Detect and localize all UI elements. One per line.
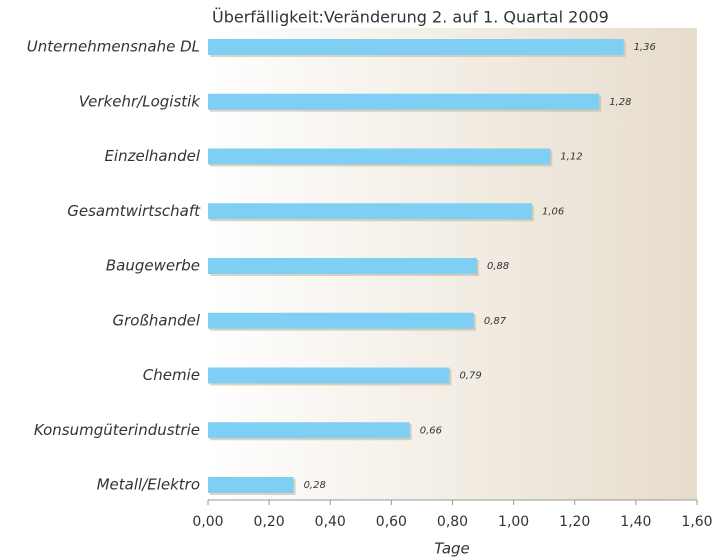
bar bbox=[208, 312, 474, 329]
x-tick-label: 0,20 bbox=[254, 514, 285, 530]
y-tick-label: Verkehr/Logistik bbox=[79, 92, 202, 110]
bar bbox=[208, 203, 532, 220]
y-tick-label: Großhandel bbox=[112, 311, 200, 329]
value-label: 0,88 bbox=[487, 261, 509, 272]
y-tick-label: Metall/Elektro bbox=[97, 476, 200, 494]
value-label: 0,87 bbox=[484, 316, 507, 327]
x-tick-label: 1,60 bbox=[681, 514, 712, 530]
y-tick-label: Einzelhandel bbox=[104, 147, 200, 165]
value-label: 0,28 bbox=[304, 480, 326, 491]
bar bbox=[208, 148, 551, 165]
x-tick-label: 0,60 bbox=[376, 514, 407, 530]
bar bbox=[208, 477, 294, 493]
bar bbox=[208, 93, 600, 110]
value-label: 0,79 bbox=[459, 371, 481, 382]
y-tick-label: Baugewerbe bbox=[106, 257, 200, 275]
x-tick-label: 0,40 bbox=[315, 514, 346, 530]
value-label: 1,36 bbox=[634, 42, 656, 53]
bar bbox=[208, 367, 450, 384]
x-tick-label: 1,40 bbox=[620, 514, 651, 530]
y-tick-label: Gesamtwirtschaft bbox=[67, 202, 201, 220]
x-tick-label: 0,80 bbox=[437, 514, 468, 530]
y-tick-label: Chemie bbox=[143, 366, 200, 384]
value-label: 1,28 bbox=[609, 97, 631, 108]
value-label: 1,12 bbox=[560, 152, 582, 163]
bar bbox=[208, 422, 410, 439]
chart-title: Überfälligkeit:Veränderung 2. auf 1. Qua… bbox=[212, 8, 609, 27]
bar bbox=[208, 39, 624, 55]
y-tick-label: Unternehmensnahe DL bbox=[27, 38, 200, 56]
y-tick-label: Konsumgüterindustrie bbox=[34, 421, 200, 439]
value-label: 0,66 bbox=[420, 425, 442, 436]
x-axis-label: Tage bbox=[434, 540, 470, 558]
x-tick-label: 0,00 bbox=[192, 514, 223, 530]
x-tick-label: 1,20 bbox=[559, 514, 590, 530]
x-tick-label: 1,00 bbox=[498, 514, 529, 530]
value-label: 1,06 bbox=[542, 206, 564, 217]
bar bbox=[208, 258, 477, 274]
